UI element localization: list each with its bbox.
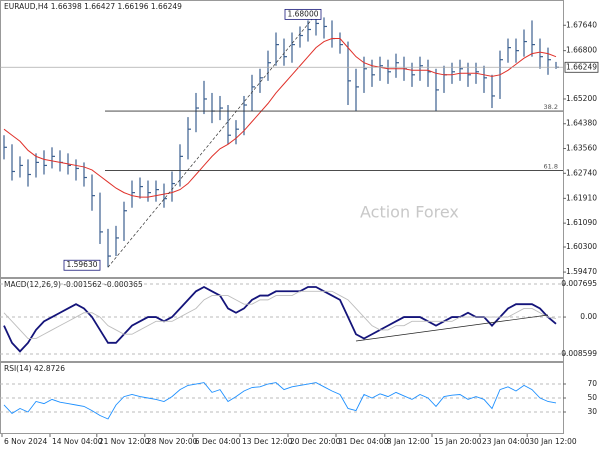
price-box [564,61,599,73]
fib-label: 61.8 [544,163,558,171]
annotation-box [284,8,322,20]
macd-trend [355,314,549,342]
series-line [3,290,557,339]
annotation-label: 1.59630 [66,260,97,269]
series-line [3,285,557,353]
y-tick-label: 1.63560 [566,144,597,153]
x-tick-label: 20 Dec 20:00 [290,437,341,446]
x-tick-label: 15 Jan 20:00 [434,437,482,446]
y-tick-label: 1.61090 [566,218,597,227]
price-label: 1.66249 [566,62,597,71]
y-tick-label: 0.00 [580,312,597,321]
x-tick-label: 28 Nov 20:00 [147,437,198,446]
main-panel [0,0,564,278]
macd-panel [0,278,564,362]
x-tick-label: 21 Nov 12:00 [99,437,150,446]
y-tick-label: 1.61910 [566,193,597,202]
y-tick-label: 1.59470 [566,267,597,276]
watermark: Action Forex [360,203,459,222]
y-tick-label: 1.64380 [566,119,597,128]
x-tick-label: 8 Jan 12:00 [387,437,430,446]
y-tick-label: -0.008599 [559,349,598,358]
y-tick-label: 1.65200 [566,94,597,103]
y-tick-label: 1.60300 [566,242,597,251]
y-tick-label: 50 [587,393,597,402]
x-tick-label: 31 Dec 04:00 [338,437,389,446]
x-tick-label: 6 Dec 04:00 [195,437,241,446]
y-tick-label: 0.007695 [561,279,597,288]
moving-average [3,38,557,198]
rsi-title: RSI(14) 42.8726 [4,364,65,373]
chart-title: EURAUD,H4 1.66398 1.66427 1.66196 1.6624… [4,2,182,11]
y-tick-label: 30 [587,407,597,416]
y-tick-label: 1.67640 [566,20,597,29]
annotation-label: 1.68000 [287,9,318,18]
y-tick-label: 70 [587,379,597,388]
series-line [3,382,557,420]
x-tick-label: 6 Nov 2024 [4,437,47,446]
trend-line [107,14,317,268]
annotation-box [63,259,101,271]
x-tick-label: 30 Jan 12:00 [529,437,577,446]
x-tick-label: 13 Dec 12:00 [242,437,293,446]
fib-label: 38.2 [544,103,558,111]
x-tick-label: 14 Nov 04:00 [52,437,103,446]
x-tick-label: 23 Jan 04:00 [482,437,530,446]
y-tick-label: 1.66800 [566,46,597,55]
y-tick-label: 1.62740 [566,168,597,177]
